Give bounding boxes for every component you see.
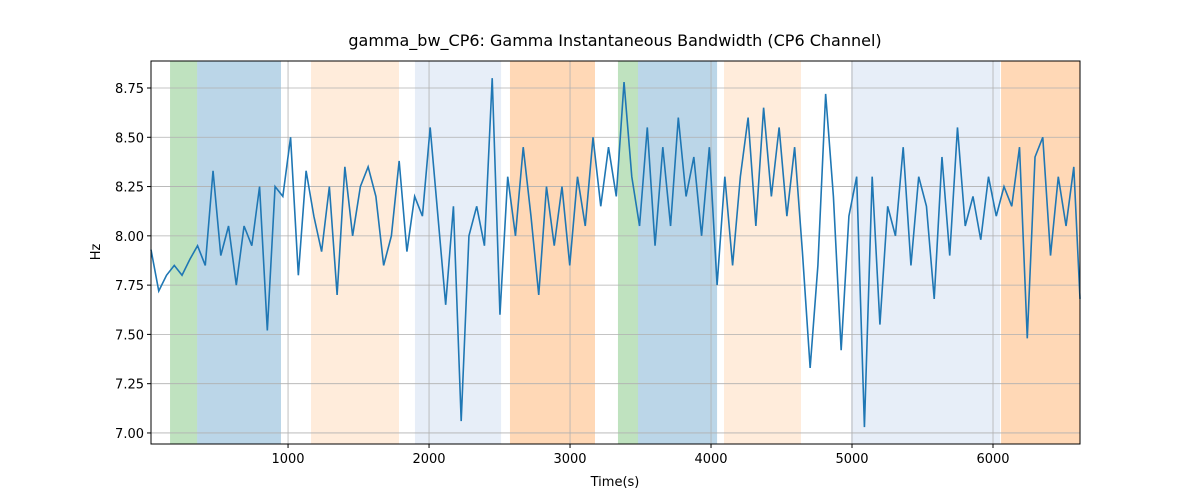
x-tick-label: 1000 xyxy=(271,452,304,467)
shaded-span xyxy=(311,61,400,444)
data-line xyxy=(150,78,1081,428)
y-tick-label: 7.00 xyxy=(115,427,144,442)
y-tick-label: 8.75 xyxy=(115,82,144,97)
x-tick-label: 4000 xyxy=(694,452,727,467)
shaded-span xyxy=(170,61,198,444)
y-axis-label: Hz xyxy=(89,244,104,261)
y-tick-label: 8.00 xyxy=(115,230,144,245)
plot-frame xyxy=(150,60,1081,445)
y-tick-label: 7.25 xyxy=(115,378,144,393)
y-tick-label: 8.25 xyxy=(115,181,144,196)
x-tick-label: 3000 xyxy=(553,452,586,467)
y-tick-label: 8.50 xyxy=(115,131,144,146)
x-tick-label: 6000 xyxy=(976,452,1009,467)
x-tick-label: 2000 xyxy=(412,452,445,467)
chart-title: gamma_bw_CP6: Gamma Instantaneous Bandwi… xyxy=(348,31,881,51)
x-axis-label: Time(s) xyxy=(590,475,640,490)
shaded-span xyxy=(617,61,638,444)
shaded-span xyxy=(1001,61,1080,444)
x-tick-label: 5000 xyxy=(835,452,868,467)
y-tick-label: 7.50 xyxy=(115,328,144,343)
y-tick-label: 7.75 xyxy=(115,279,144,294)
shaded-span xyxy=(509,61,595,444)
shaded-span xyxy=(414,61,502,444)
shaded-span xyxy=(197,61,281,444)
shaded-span xyxy=(851,61,1001,444)
